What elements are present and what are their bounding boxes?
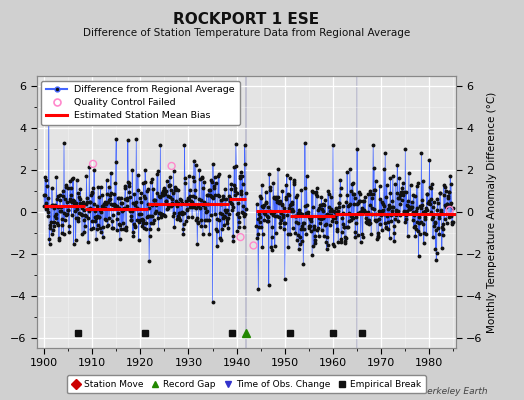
Point — [89, 161, 97, 167]
Y-axis label: Monthly Temperature Anomaly Difference (°C): Monthly Temperature Anomaly Difference (… — [487, 91, 497, 333]
Legend: Difference from Regional Average, Quality Control Failed, Estimated Station Mean: Difference from Regional Average, Qualit… — [41, 81, 240, 125]
Text: Difference of Station Temperature Data from Regional Average: Difference of Station Temperature Data f… — [83, 28, 410, 38]
Text: Berkeley Earth: Berkeley Earth — [421, 387, 487, 396]
Point — [236, 234, 245, 240]
Point — [249, 242, 258, 249]
Legend: Station Move, Record Gap, Time of Obs. Change, Empirical Break: Station Move, Record Gap, Time of Obs. C… — [67, 376, 425, 394]
Point — [167, 163, 176, 169]
Point — [445, 207, 454, 213]
Text: ROCKPORT 1 ESE: ROCKPORT 1 ESE — [173, 12, 319, 27]
